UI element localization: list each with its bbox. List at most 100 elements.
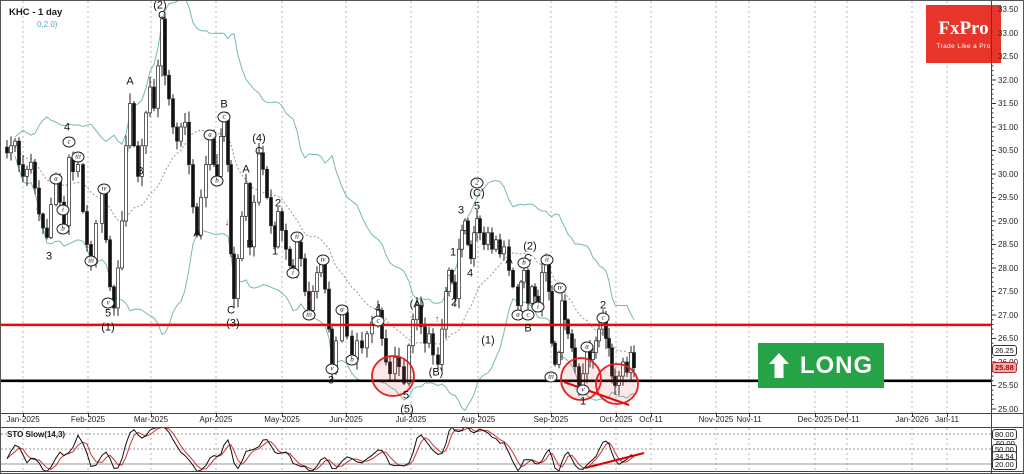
candle-bullish (116, 267, 120, 309)
time-axis-label: Feb-2025 (70, 415, 106, 424)
price-axis-label: 25.00 (998, 404, 1019, 414)
wave-label: (3) (226, 317, 240, 330)
candle-bearish (288, 248, 292, 266)
time-axis-separator (1, 413, 1023, 414)
candle-bearish (81, 164, 85, 212)
candle-bearish (327, 288, 331, 330)
wave-label-circled: v (325, 363, 339, 375)
candle-bearish (163, 18, 167, 76)
sell-arrow-icon: ↓ (34, 202, 40, 213)
time-axis-label: Jul-2025 (395, 415, 427, 424)
fxpro-logo-brand: FxPro (938, 18, 989, 39)
buy-arrow-icon: ↑ (414, 316, 420, 327)
candle-bullish (252, 201, 256, 248)
time-axis-tick (411, 413, 412, 417)
time-axis-tick (346, 413, 347, 417)
wave-label: B (524, 322, 532, 335)
price-axis-label: 30.50 (998, 146, 1019, 155)
candle-bearish (436, 354, 440, 365)
sto-axis-label: 80.00 (992, 428, 1017, 440)
wave-label: 3 (45, 250, 53, 263)
price-axis-line (991, 1, 992, 473)
wave-label: (5) (400, 403, 414, 416)
price-axis-label: 25.50 (998, 381, 1019, 390)
wave-label: B (220, 98, 228, 111)
price-axis-label: 26.50 (998, 334, 1019, 343)
price-axis-label: 28.00 (998, 263, 1019, 273)
time-axis-label: Nov-2025 (698, 415, 734, 424)
buy-arrow-icon: ↑ (125, 144, 131, 155)
candle-bullish (244, 183, 248, 217)
candle-bullish (208, 138, 212, 165)
wave-label: B (136, 165, 144, 178)
candle-bullish (236, 258, 240, 299)
candle-bearish (108, 239, 112, 288)
candle-bearish (526, 270, 530, 304)
wave-label: A (126, 75, 134, 88)
wave-label-circled: a (580, 341, 594, 353)
price-axis-label: 32.00 (998, 75, 1019, 85)
time-axis-tick (815, 413, 816, 417)
candle-bearish (187, 121, 191, 165)
candle-bullish (257, 152, 261, 203)
candle-bearish (45, 227, 49, 238)
wave-label: (C) (469, 187, 485, 200)
candle-bearish (419, 305, 423, 328)
sto-divergence-trendline (584, 452, 645, 469)
wave-label: B (246, 238, 254, 251)
wave-label: 2 (450, 296, 458, 309)
wave-label-circled: i (286, 267, 300, 279)
candle-bullish (365, 333, 369, 349)
wave-label: A (505, 254, 513, 267)
candle-bullish (591, 352, 595, 361)
candle-bullish (557, 352, 561, 365)
candle-bearish (323, 262, 327, 290)
candle-bullish (67, 157, 71, 227)
candle-bearish (17, 140, 21, 165)
candle-bullish (594, 340, 598, 353)
candle-bearish (550, 291, 554, 344)
candle-bearish (212, 138, 216, 165)
candle-bearish (229, 164, 233, 255)
time-axis-label: Dec-11 (834, 415, 860, 424)
wave-label-circled: 2 (470, 177, 484, 189)
wave-label: 4 (63, 121, 71, 134)
candle-bullish (29, 161, 33, 170)
wave-label-circled: iv (97, 183, 111, 195)
candle-bullish (502, 246, 506, 255)
candle-bullish (156, 65, 160, 109)
wave-label-circled: c (521, 309, 535, 321)
time-axis-label: Jan-2025 (6, 415, 40, 424)
candle-bullish (621, 361, 625, 377)
candle-bearish (360, 340, 364, 349)
wave-label: C (227, 304, 235, 317)
candle-bearish (33, 161, 37, 189)
candle-bearish (136, 145, 140, 177)
time-axis-tick (651, 413, 652, 417)
wave-label-circled: c (596, 312, 610, 324)
price-chart-plot[interactable] (1, 1, 991, 413)
wave-label: 3 (327, 374, 335, 387)
candle-bearish (152, 86, 156, 109)
candle-bearish (248, 183, 252, 248)
candle-bullish (457, 248, 461, 299)
price-axis-label: 27.00 (998, 310, 1019, 320)
candle-bullish (204, 164, 208, 198)
highlight-ellipse (560, 357, 602, 401)
candle-bearish (516, 286, 520, 306)
candle-bullish (463, 220, 467, 231)
candle-bearish (478, 218, 482, 234)
candle-bearish (37, 187, 41, 215)
candle-bearish (226, 114, 230, 165)
candle-bearish (261, 152, 265, 170)
price-axis-label: 33.00 (998, 28, 1019, 38)
stochastic-panel-plot[interactable] (1, 428, 991, 471)
time-axis-tick (616, 413, 617, 417)
time-axis-tick (749, 413, 750, 417)
candle-bearish (490, 232, 494, 250)
candle-bearish (402, 366, 406, 384)
sell-arrow-icon: ↓ (224, 217, 230, 228)
wave-label-circled: ii (540, 254, 554, 266)
candle-bearish (41, 213, 45, 229)
wave-label-circled: iv (553, 282, 567, 294)
